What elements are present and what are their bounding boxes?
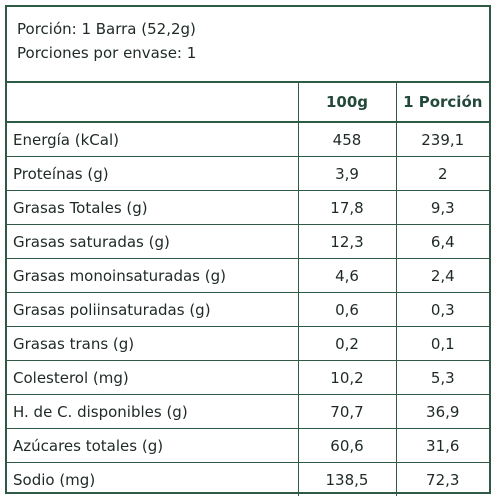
nutrient-name: H. de C. disponibles (g) xyxy=(7,394,299,429)
table-row: Grasas poliinsaturadas (g) 0,6 0,3 xyxy=(7,292,489,327)
nutrient-name: Energía (kCal) xyxy=(7,122,299,157)
value-per-100g: 4,6 xyxy=(298,258,397,293)
servings-per-package: Porciones por envase: 1 xyxy=(17,44,197,62)
nutrition-table: 100g 1 Porción Energía (kCal) 458 239,1 … xyxy=(7,83,489,496)
value-per-portion: 239,1 xyxy=(421,130,465,149)
table-header-row: 100g 1 Porción xyxy=(7,83,489,123)
value-per-100g: 10,2 xyxy=(298,360,397,395)
column-header-per-100g: 100g xyxy=(298,83,397,123)
value-per-100g: 138,5 xyxy=(298,462,397,496)
nutrient-name: Azúcares totales (g) xyxy=(7,428,299,463)
nutrient-name: Grasas Totales (g) xyxy=(7,190,299,225)
serving-info: Porción: 1 Barra (52,2g) Porciones por e… xyxy=(7,7,489,83)
table-row: Grasas Totales (g) 17,8 9,3 xyxy=(7,190,489,225)
value-per-portion: 72,3 xyxy=(396,462,489,496)
value-per-100g: 70,7 xyxy=(298,394,397,429)
nutrient-name: Proteínas (g) xyxy=(7,156,299,191)
table-row: Azúcares totales (g) 60,6 31,6 xyxy=(7,428,489,463)
value-per-portion: 0,1 xyxy=(396,326,489,361)
table-row: Grasas monoinsaturadas (g) 4,6 2,4 xyxy=(7,258,489,293)
table-row: Colesterol (mg) 10,2 5,3 xyxy=(7,360,489,395)
value-per-100g: 3,9 xyxy=(298,156,397,191)
nutrition-facts-panel: Porción: 1 Barra (52,2g) Porciones por e… xyxy=(5,5,491,496)
value-per-100g: 17,8 xyxy=(298,190,397,225)
serving-size: Porción: 1 Barra (52,2g) xyxy=(17,20,196,38)
table-row: Sodio (mg) 138,5 72,3 xyxy=(7,462,489,496)
table-row: Grasas saturadas (g) 12,3 6,4 xyxy=(7,224,489,259)
value-per-portion: 5,3 xyxy=(396,360,489,395)
nutrient-name: Sodio (mg) xyxy=(7,462,299,496)
nutrition-table-wrapper: 100g 1 Porción Energía (kCal) 458 239,1 … xyxy=(7,83,489,496)
column-header-nutrient xyxy=(7,83,299,123)
value-per-portion: 9,3 xyxy=(396,190,489,225)
value-per-portion: 6,4 xyxy=(396,224,489,259)
nutrient-name: Colesterol (mg) xyxy=(7,360,299,395)
value-per-100g: 12,3 xyxy=(298,224,397,259)
nutrient-name: Grasas monoinsaturadas (g) xyxy=(7,258,299,293)
nutrient-name: Grasas poliinsaturadas (g) xyxy=(7,292,299,327)
value-per-100g: 60,6 xyxy=(298,428,397,463)
value-per-100g: 458 xyxy=(298,122,397,157)
value-per-portion: 2,4 xyxy=(396,258,489,293)
value-per-100g: 0,6 xyxy=(298,292,397,327)
table-row: H. de C. disponibles (g) 70,7 36,9 xyxy=(7,394,489,429)
table-row: Grasas trans (g) 0,2 0,1 xyxy=(7,326,489,361)
column-header-per-portion: 1 Porción xyxy=(396,83,489,123)
value-per-portion: 31,6 xyxy=(396,428,489,463)
table-row: Energía (kCal) 458 239,1 xyxy=(7,122,489,157)
table-row: Proteínas (g) 3,9 2 xyxy=(7,156,489,191)
nutrient-name: Grasas saturadas (g) xyxy=(7,224,299,259)
value-per-portion: 36,9 xyxy=(396,394,489,429)
value-per-portion: 0,3 xyxy=(396,292,489,327)
nutrient-name: Grasas trans (g) xyxy=(7,326,299,361)
value-per-portion: 2 xyxy=(396,156,489,191)
value-per-100g: 0,2 xyxy=(298,326,397,361)
